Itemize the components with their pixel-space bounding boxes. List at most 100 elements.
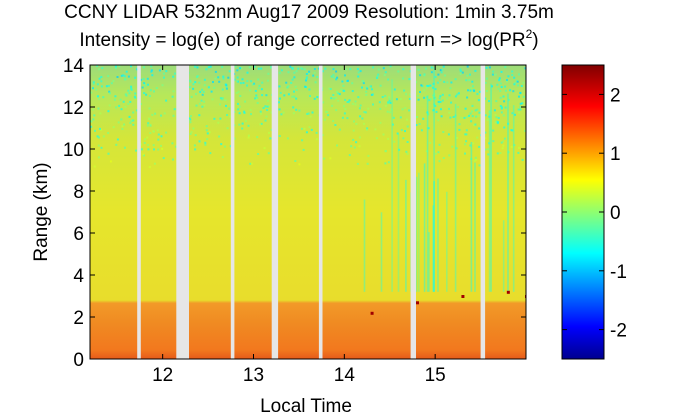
noise-pixel <box>511 129 514 132</box>
noise-pixel <box>201 88 204 91</box>
y-tick-label: 4 <box>73 266 84 287</box>
noise-pixel <box>295 108 298 111</box>
noise-pixel <box>330 97 333 100</box>
noise-pixel <box>336 91 338 93</box>
y-tick-label: 0 <box>73 350 84 371</box>
noise-pixel <box>98 68 100 71</box>
noise-pixel <box>393 140 396 143</box>
noise-pixel <box>448 111 451 114</box>
noise-pixel <box>421 85 424 88</box>
noise-pixel <box>270 111 273 114</box>
y-tick-label: 2 <box>73 308 84 329</box>
noise-pixel <box>430 66 433 69</box>
noise-pixel <box>341 116 344 119</box>
noise-pixel <box>196 75 199 78</box>
noise-pixel <box>107 84 110 87</box>
noise-pixel <box>265 94 268 97</box>
noise-pixel <box>165 131 168 134</box>
noise-pixel <box>518 111 521 114</box>
noise-pixel <box>521 158 524 161</box>
noise-pixel <box>263 147 266 150</box>
noise-pixel <box>344 74 346 77</box>
noise-pixel <box>464 143 467 146</box>
noise-pixel <box>484 148 487 151</box>
noise-pixel <box>437 151 440 154</box>
noise-pixel <box>227 76 230 79</box>
y-tick-label: 12 <box>63 98 84 119</box>
noise-pixel <box>406 125 409 128</box>
noise-pixel <box>345 68 348 71</box>
noise-pixel <box>499 96 502 99</box>
noise-pixel <box>219 103 222 106</box>
noise-pixel <box>247 124 250 127</box>
noise-pixel <box>381 96 384 98</box>
boundary-layer-mark <box>506 290 510 294</box>
noise-pixel <box>477 115 480 118</box>
noise-pixel <box>312 74 315 77</box>
noise-pixel <box>146 124 149 127</box>
noise-pixel <box>446 81 449 84</box>
noise-pixel <box>114 67 117 70</box>
noise-pixel <box>116 138 119 141</box>
noise-pixel <box>260 122 263 125</box>
noise-pixel <box>151 74 154 77</box>
noise-pixel <box>344 98 347 101</box>
noise-pixel <box>395 98 398 101</box>
noise-pixel <box>404 106 407 109</box>
noise-pixel <box>115 143 118 146</box>
noise-pixel <box>347 101 350 104</box>
x-tick-label: 15 <box>425 365 446 386</box>
noise-pixel <box>372 66 375 69</box>
noise-pixel <box>193 144 196 147</box>
noise-pixel <box>469 112 472 115</box>
noise-pixel <box>465 133 468 136</box>
noise-pixel <box>264 119 267 122</box>
noise-pixel <box>207 86 210 89</box>
noise-pixel <box>203 84 206 87</box>
noise-pixel <box>293 71 296 74</box>
noise-pixel <box>458 123 461 126</box>
signal-streak <box>502 220 505 292</box>
noise-pixel <box>294 85 297 88</box>
noise-pixel <box>455 147 458 150</box>
noise-pixel <box>108 104 111 107</box>
noise-pixel <box>260 112 262 115</box>
noise-pixel <box>485 90 488 92</box>
noise-pixel <box>262 107 265 109</box>
noise-pixel <box>434 76 437 78</box>
noise-pixel <box>356 162 359 165</box>
noise-pixel <box>136 68 138 71</box>
noise-pixel <box>461 71 464 74</box>
noise-pixel <box>214 77 217 80</box>
noise-pixel <box>122 100 125 103</box>
noise-pixel <box>308 88 311 91</box>
noise-pixel <box>358 107 361 110</box>
noise-pixel <box>432 86 434 89</box>
noise-pixel <box>432 95 435 98</box>
noise-pixel <box>292 106 295 109</box>
noise-pixel <box>457 92 460 95</box>
noise-pixel <box>513 144 516 147</box>
noise-pixel <box>495 116 498 119</box>
noise-pixel <box>388 96 391 99</box>
noise-pixel <box>147 143 150 146</box>
noise-pixel <box>253 65 256 68</box>
noise-pixel <box>300 67 303 70</box>
noise-pixel <box>439 95 442 98</box>
noise-pixel <box>315 138 318 141</box>
noise-pixel <box>96 135 99 138</box>
noise-pixel <box>256 136 259 139</box>
noise-pixel <box>157 138 160 141</box>
noise-pixel <box>305 73 308 75</box>
noise-pixel <box>246 84 248 87</box>
noise-pixel <box>309 95 311 97</box>
noise-pixel <box>329 88 332 90</box>
noise-pixel <box>433 96 436 99</box>
noise-pixel <box>258 84 261 87</box>
noise-pixel <box>348 99 351 102</box>
noise-pixel <box>204 143 207 146</box>
signal-streak <box>380 212 383 292</box>
noise-pixel <box>416 116 418 118</box>
signal-streak <box>418 172 420 292</box>
noise-pixel <box>293 95 296 98</box>
